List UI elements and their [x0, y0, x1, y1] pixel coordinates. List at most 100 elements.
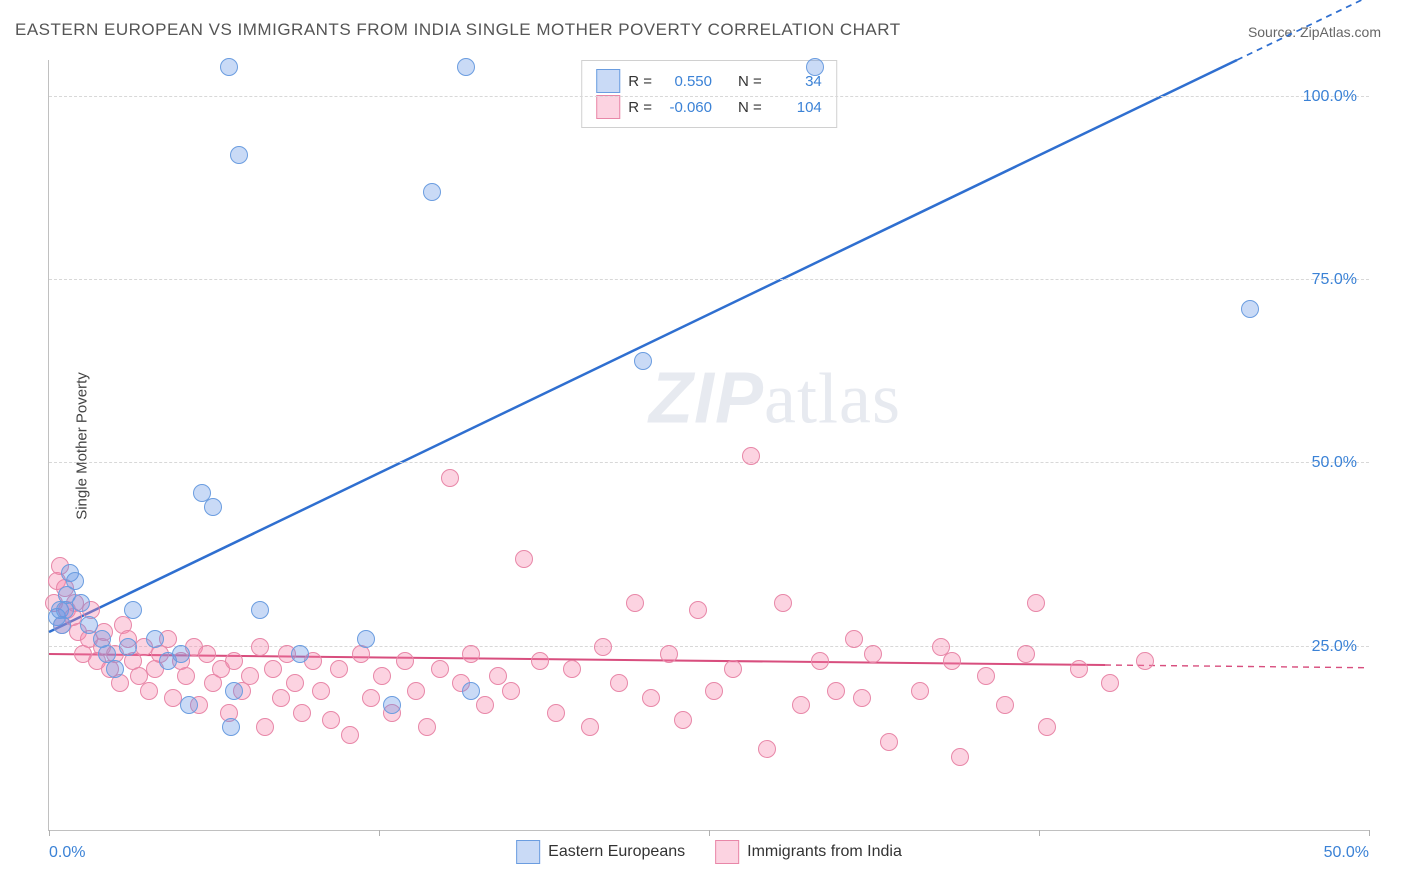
scatter-point [610, 674, 628, 692]
scatter-point [264, 660, 282, 678]
scatter-point [1027, 594, 1045, 612]
scatter-point [431, 660, 449, 678]
scatter-point [251, 638, 269, 656]
scatter-point [72, 594, 90, 612]
scatter-point [222, 718, 240, 736]
scatter-point [225, 682, 243, 700]
legend-swatch-india-icon [715, 840, 739, 864]
scatter-point [792, 696, 810, 714]
scatter-point [806, 58, 824, 76]
scatter-point [515, 550, 533, 568]
scatter-point [1038, 718, 1056, 736]
legend-row-india: R = -0.060 N = 104 [596, 95, 822, 119]
scatter-point [489, 667, 507, 685]
gridline [49, 279, 1369, 280]
gridline [49, 462, 1369, 463]
scatter-point [977, 667, 995, 685]
scatter-point [293, 704, 311, 722]
x-tick-label: 0.0% [49, 844, 85, 862]
scatter-point [1241, 300, 1259, 318]
scatter-point [1017, 645, 1035, 663]
scatter-point [251, 601, 269, 619]
scatter-point [943, 652, 961, 670]
legend-swatch-eastern [596, 69, 620, 93]
x-tick-mark [49, 830, 50, 836]
scatter-point [66, 572, 84, 590]
scatter-point [119, 638, 137, 656]
scatter-point [177, 667, 195, 685]
scatter-point [198, 645, 216, 663]
scatter-point [322, 711, 340, 729]
scatter-point [230, 146, 248, 164]
source-attribution: Source: ZipAtlas.com [1248, 24, 1381, 40]
scatter-point [462, 682, 480, 700]
scatter-point [423, 183, 441, 201]
scatter-point [180, 696, 198, 714]
gridline [49, 646, 1369, 647]
scatter-point [845, 630, 863, 648]
scatter-point [547, 704, 565, 722]
scatter-point [418, 718, 436, 736]
scatter-point [204, 498, 222, 516]
gridline [49, 96, 1369, 97]
scatter-point [674, 711, 692, 729]
plot-area: ZIPatlas R = 0.550 N = 34 R = -0.060 N =… [48, 60, 1369, 831]
x-tick-mark [1039, 830, 1040, 836]
legend-swatch-eastern-icon [516, 840, 540, 864]
scatter-point [362, 689, 380, 707]
scatter-point [996, 696, 1014, 714]
scatter-point [407, 682, 425, 700]
scatter-point [396, 652, 414, 670]
scatter-point [272, 689, 290, 707]
trend-line [49, 60, 1237, 632]
scatter-point [951, 748, 969, 766]
scatter-point [383, 696, 401, 714]
scatter-point [1136, 652, 1154, 670]
scatter-point [774, 594, 792, 612]
y-tick-label: 75.0% [1312, 271, 1357, 289]
scatter-point [880, 733, 898, 751]
x-tick-mark [379, 830, 380, 836]
legend-item-eastern: Eastern Europeans [516, 840, 685, 864]
scatter-point [660, 645, 678, 663]
scatter-point [256, 718, 274, 736]
scatter-point [286, 674, 304, 692]
scatter-point [864, 645, 882, 663]
scatter-point [373, 667, 391, 685]
scatter-point [811, 652, 829, 670]
scatter-point [502, 682, 520, 700]
scatter-point [241, 667, 259, 685]
x-tick-label: 50.0% [1324, 844, 1369, 862]
scatter-point [146, 630, 164, 648]
scatter-point [172, 645, 190, 663]
scatter-point [594, 638, 612, 656]
trend-lines-layer [49, 60, 1369, 830]
x-tick-mark [709, 830, 710, 836]
scatter-point [531, 652, 549, 670]
chart-title: EASTERN EUROPEAN VS IMMIGRANTS FROM INDI… [15, 20, 901, 40]
scatter-point [827, 682, 845, 700]
scatter-point [634, 352, 652, 370]
scatter-point [312, 682, 330, 700]
y-tick-label: 50.0% [1312, 454, 1357, 472]
scatter-point [742, 447, 760, 465]
scatter-point [1070, 660, 1088, 678]
scatter-point [330, 660, 348, 678]
scatter-point [140, 682, 158, 700]
correlation-legend: R = 0.550 N = 34 R = -0.060 N = 104 [581, 60, 837, 128]
scatter-point [457, 58, 475, 76]
scatter-point [642, 689, 660, 707]
scatter-point [705, 682, 723, 700]
scatter-point [124, 601, 142, 619]
scatter-point [911, 682, 929, 700]
legend-row-eastern: R = 0.550 N = 34 [596, 69, 822, 93]
scatter-point [581, 718, 599, 736]
scatter-point [441, 469, 459, 487]
y-tick-label: 25.0% [1312, 638, 1357, 656]
scatter-point [758, 740, 776, 758]
legend-item-india: Immigrants from India [715, 840, 902, 864]
scatter-point [1101, 674, 1119, 692]
scatter-point [341, 726, 359, 744]
scatter-point [357, 630, 375, 648]
scatter-point [80, 616, 98, 634]
